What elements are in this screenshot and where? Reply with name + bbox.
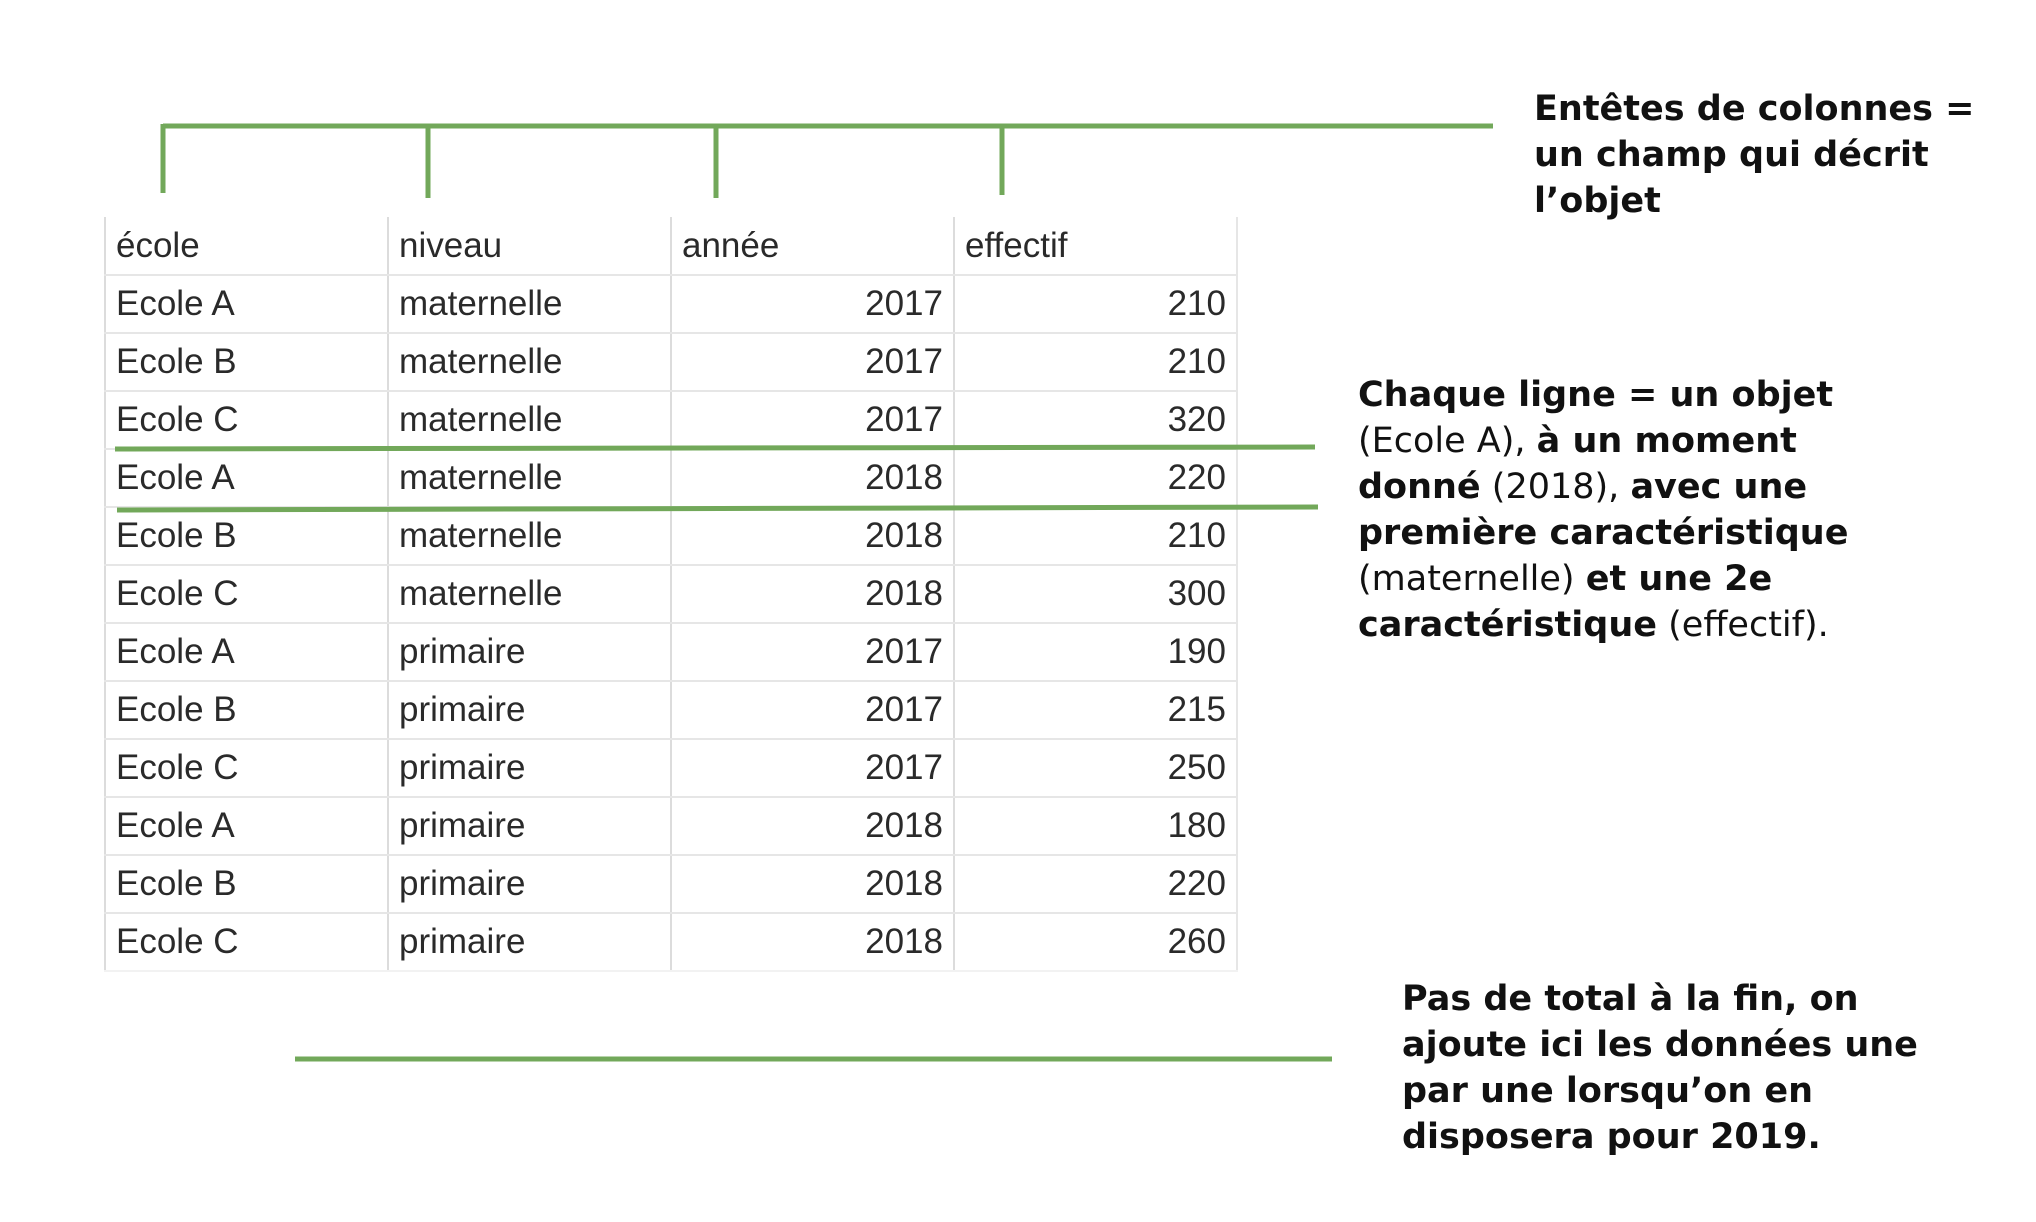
cell-ecole[interactable]: Ecole A [104, 275, 388, 334]
cell-annee[interactable]: 2017 [670, 623, 954, 682]
cell-effectif[interactable]: 190 [953, 623, 1238, 682]
cell-niveau[interactable]: primaire [387, 913, 671, 972]
row-annotation-part10: caractéristique [1358, 605, 1657, 645]
cell-effectif[interactable]: 220 [953, 449, 1238, 508]
cell-niveau[interactable]: maternelle [387, 565, 671, 624]
cell-niveau[interactable]: primaire [387, 739, 671, 798]
cell-effectif[interactable]: 210 [953, 507, 1238, 566]
cell-annee[interactable]: 2018 [670, 797, 954, 856]
cell-ecole[interactable]: Ecole B [104, 855, 388, 914]
row-annotation-part2: (Ecole A), [1358, 421, 1537, 461]
cell-ecole[interactable]: Ecole B [104, 681, 388, 740]
row-annotation-part1: Chaque ligne = un objet [1358, 375, 1834, 415]
cell-effectif[interactable]: 215 [953, 681, 1238, 740]
cell-ecole[interactable]: Ecole C [104, 391, 388, 450]
cell-effectif[interactable]: 260 [953, 913, 1238, 972]
cell-niveau[interactable]: primaire [387, 855, 671, 914]
header-row: école niveau année effectif [104, 217, 1238, 276]
header-niveau[interactable]: niveau [387, 217, 671, 276]
headers-annotation-line3: l’objet [1534, 181, 1661, 221]
cell-annee[interactable]: 2018 [670, 507, 954, 566]
row-annotation-part8: (maternelle) [1358, 559, 1586, 599]
total-annotation-line4: disposera pour 2019. [1402, 1117, 1821, 1157]
cell-niveau[interactable]: primaire [387, 797, 671, 856]
cell-annee[interactable]: 2017 [670, 681, 954, 740]
cell-niveau[interactable]: maternelle [387, 391, 671, 450]
cell-niveau[interactable]: primaire [387, 681, 671, 740]
cell-annee[interactable]: 2017 [670, 333, 954, 392]
cell-effectif[interactable]: 210 [953, 275, 1238, 334]
header-ecole[interactable]: école [104, 217, 388, 276]
cell-annee[interactable]: 2017 [670, 275, 954, 334]
total-annotation-line1: Pas de total à la fin, on [1402, 979, 1859, 1019]
cell-ecole[interactable]: Ecole A [104, 797, 388, 856]
cell-annee[interactable]: 2018 [670, 913, 954, 972]
total-annotation-line3: par une lorsqu’on en [1402, 1071, 1814, 1111]
cell-ecole[interactable]: Ecole C [104, 739, 388, 798]
row-annotation-part11: (effectif). [1657, 605, 1829, 645]
cell-effectif[interactable]: 220 [953, 855, 1238, 914]
row-annotation-part9: et une 2e [1585, 559, 1773, 599]
cell-niveau[interactable]: maternelle [387, 449, 671, 508]
cell-ecole[interactable]: Ecole C [104, 565, 388, 624]
cell-niveau[interactable]: maternelle [387, 275, 671, 334]
cell-effectif[interactable]: 320 [953, 391, 1238, 450]
cell-niveau[interactable]: primaire [387, 623, 671, 682]
cell-effectif[interactable]: 180 [953, 797, 1238, 856]
total-annotation-line2: ajoute ici les données une [1402, 1025, 1918, 1065]
cell-effectif[interactable]: 300 [953, 565, 1238, 624]
row-annotation-part4: donné [1358, 467, 1481, 507]
row-annotation-part5: (2018), [1480, 467, 1631, 507]
cell-ecole[interactable]: Ecole C [104, 913, 388, 972]
headers-annotation-line2: un champ qui décrit [1534, 135, 1929, 175]
cell-effectif[interactable]: 210 [953, 333, 1238, 392]
row-annotation-part6: avec une [1630, 467, 1808, 507]
cell-ecole[interactable]: Ecole A [104, 449, 388, 508]
cell-ecole[interactable]: Ecole B [104, 507, 388, 566]
header-annee[interactable]: année [670, 217, 954, 276]
cell-annee[interactable]: 2018 [670, 855, 954, 914]
headers-annotation-line1: Entêtes de colonnes = [1534, 89, 1975, 129]
cell-effectif[interactable]: 250 [953, 739, 1238, 798]
row-highlight-top-line [114, 444, 1316, 452]
header-effectif[interactable]: effectif [953, 217, 1238, 276]
headers-annotation: Entêtes de colonnes = un champ qui décri… [1534, 86, 2014, 224]
row-annotation-part7: première caractéristique [1358, 513, 1849, 553]
cell-annee[interactable]: 2017 [670, 391, 954, 450]
total-annotation: Pas de total à la fin, on ajoute ici les… [1402, 976, 1962, 1160]
cell-annee[interactable]: 2018 [670, 565, 954, 624]
cell-niveau[interactable]: maternelle [387, 507, 671, 566]
cell-ecole[interactable]: Ecole A [104, 623, 388, 682]
cell-annee[interactable]: 2018 [670, 449, 954, 508]
row-annotation-part3: à un moment [1536, 421, 1797, 461]
cell-annee[interactable]: 2017 [670, 739, 954, 798]
cell-ecole[interactable]: Ecole B [104, 333, 388, 392]
row-highlight-bottom-line [116, 504, 1319, 513]
row-annotation: Chaque ligne = un objet (Ecole A), à un … [1358, 372, 1958, 648]
cell-niveau[interactable]: maternelle [387, 333, 671, 392]
